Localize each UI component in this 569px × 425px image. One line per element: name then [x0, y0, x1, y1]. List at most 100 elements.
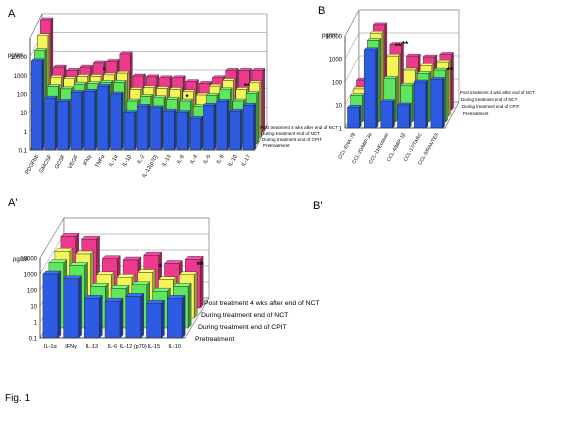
bar-0-1	[63, 275, 83, 339]
gridline	[344, 32, 459, 60]
y-tick-label: 1	[339, 127, 343, 133]
x-tick-label: IL-1β	[121, 154, 133, 168]
y-tick-label: 10	[20, 111, 27, 117]
x-tick-label: IFNγ	[82, 154, 93, 167]
significance-marker: **	[395, 42, 402, 51]
figure-caption: Fig. 1	[5, 393, 31, 404]
panel-label-a: A	[8, 8, 16, 20]
bar-0-0	[42, 270, 62, 339]
x-tick-label: IL-10	[168, 344, 181, 350]
y-tick-label: 100	[27, 289, 38, 295]
x-tick-label: IL-8	[216, 154, 226, 165]
x-tick-label: IL-10	[227, 154, 238, 168]
legend-entry: Post treatment 4 wks after end of NCT	[460, 90, 535, 95]
legend-entry: During treatment end of NCT	[261, 131, 320, 136]
bar-0-10	[163, 108, 177, 151]
x-tick-label: IL-6	[176, 154, 186, 165]
bar-0-7	[123, 110, 138, 151]
bar-0-3	[104, 297, 124, 339]
bar-0-5	[97, 83, 111, 151]
panel-label-a-prime: A'	[8, 197, 18, 209]
y-axis-label: pg/ml	[322, 33, 337, 39]
y-tick-label: 1	[34, 321, 38, 327]
bar-0-5	[145, 299, 165, 339]
y-tick-label: 10	[335, 104, 342, 110]
x-tick-label: IL-4	[189, 154, 199, 165]
significance-marker: *	[158, 262, 162, 272]
bar-0-6	[166, 294, 186, 339]
y-tick-label: 100	[332, 81, 343, 87]
y-tick-label: 0.1	[19, 149, 28, 155]
bar-0-4	[413, 79, 429, 129]
legend-entry: During treatment end of CPIT	[262, 137, 322, 142]
legend-entry: Pretreatment	[263, 143, 290, 148]
x-tick-label: IL-1α	[44, 344, 57, 350]
x-tick-label: GMCSF	[38, 153, 53, 174]
y-tick-label: 10	[30, 305, 37, 311]
y-tick-label: 100	[17, 93, 28, 99]
bar-0-6	[110, 91, 124, 151]
bar-0-11	[176, 110, 190, 151]
x-tick-label: IL-13	[161, 154, 172, 168]
gridline	[39, 217, 209, 259]
x-tick-label: IL-12 (p70)	[120, 344, 147, 350]
bar-0-0	[347, 104, 362, 129]
significance-marker: **	[447, 66, 454, 75]
bar-0-2	[380, 99, 395, 129]
bar-0-1	[363, 47, 379, 129]
bar-0-9	[149, 105, 164, 151]
y-tick-label: 0.1	[29, 337, 38, 343]
x-tick-label: IL-5	[202, 154, 212, 165]
legend-entry: During treatment end of NCT	[461, 97, 518, 102]
bar-0-1	[44, 95, 58, 151]
bar-0-0	[30, 58, 45, 151]
bar-0-8	[136, 103, 151, 151]
chart-b: 110100100010000pg/mlCCL-ENA-78CCL-20/MIP…	[322, 9, 535, 166]
panel-label-b: B	[318, 5, 326, 17]
y-tick-label: 10000	[10, 55, 27, 61]
legend-entry: Pretreatment	[463, 111, 489, 116]
x-tick-label: IL-1α	[108, 153, 120, 168]
x-tick-label: IL-17	[241, 154, 252, 168]
bar-0-2	[57, 98, 71, 151]
significance-marker: **	[244, 82, 251, 91]
legend-entry: During treatment end of CPIT	[462, 104, 520, 109]
x-tick-label: GCSF	[54, 153, 67, 170]
y-tick-label: 10000	[325, 35, 342, 41]
bar-0-3	[70, 90, 85, 151]
bar-0-5	[430, 76, 445, 129]
x-tick-label: PDGFbb	[24, 154, 40, 176]
legend-entry: Post treatment 4 wks after end of NCT	[204, 300, 320, 307]
y-tick-label: 1000	[14, 74, 28, 80]
bar-0-15	[229, 108, 243, 151]
bar-0-13	[202, 102, 217, 151]
significance-marker: *	[102, 66, 106, 75]
significance-marker: **	[196, 260, 204, 270]
x-tick-label: IL-2	[136, 154, 146, 165]
y-axis-label: pg/ml	[8, 53, 23, 59]
legend-entry: Post treatment 4 wks after end of NCT	[260, 125, 338, 130]
bar-0-4	[83, 88, 98, 151]
x-tick-label: VEGF	[67, 153, 80, 170]
y-tick-label: 1000	[24, 273, 38, 279]
legend-entry: During treatment end of CPIT	[198, 324, 287, 331]
y-tick-label: 1	[24, 130, 28, 136]
bar-0-4	[125, 292, 145, 339]
significance-marker: **	[402, 40, 409, 49]
x-tick-label: TNFα	[94, 153, 107, 169]
y-tick-label: 10000	[20, 257, 37, 263]
panel-label-b-prime: B'	[313, 200, 323, 212]
bar-0-14	[216, 98, 230, 151]
x-tick-label: IL-6	[108, 344, 117, 350]
significance-marker: *	[185, 93, 189, 102]
x-tick-label: IFNγ	[65, 344, 77, 350]
legend-entry: Pretreatment	[195, 336, 234, 343]
y-axis-label: pg/ml	[13, 257, 28, 263]
bar-0-3	[397, 102, 412, 129]
legend-entry: During treatment end of NCT	[201, 312, 288, 319]
bar-0-2	[83, 294, 103, 339]
x-tick-label: IL-15	[148, 344, 161, 350]
